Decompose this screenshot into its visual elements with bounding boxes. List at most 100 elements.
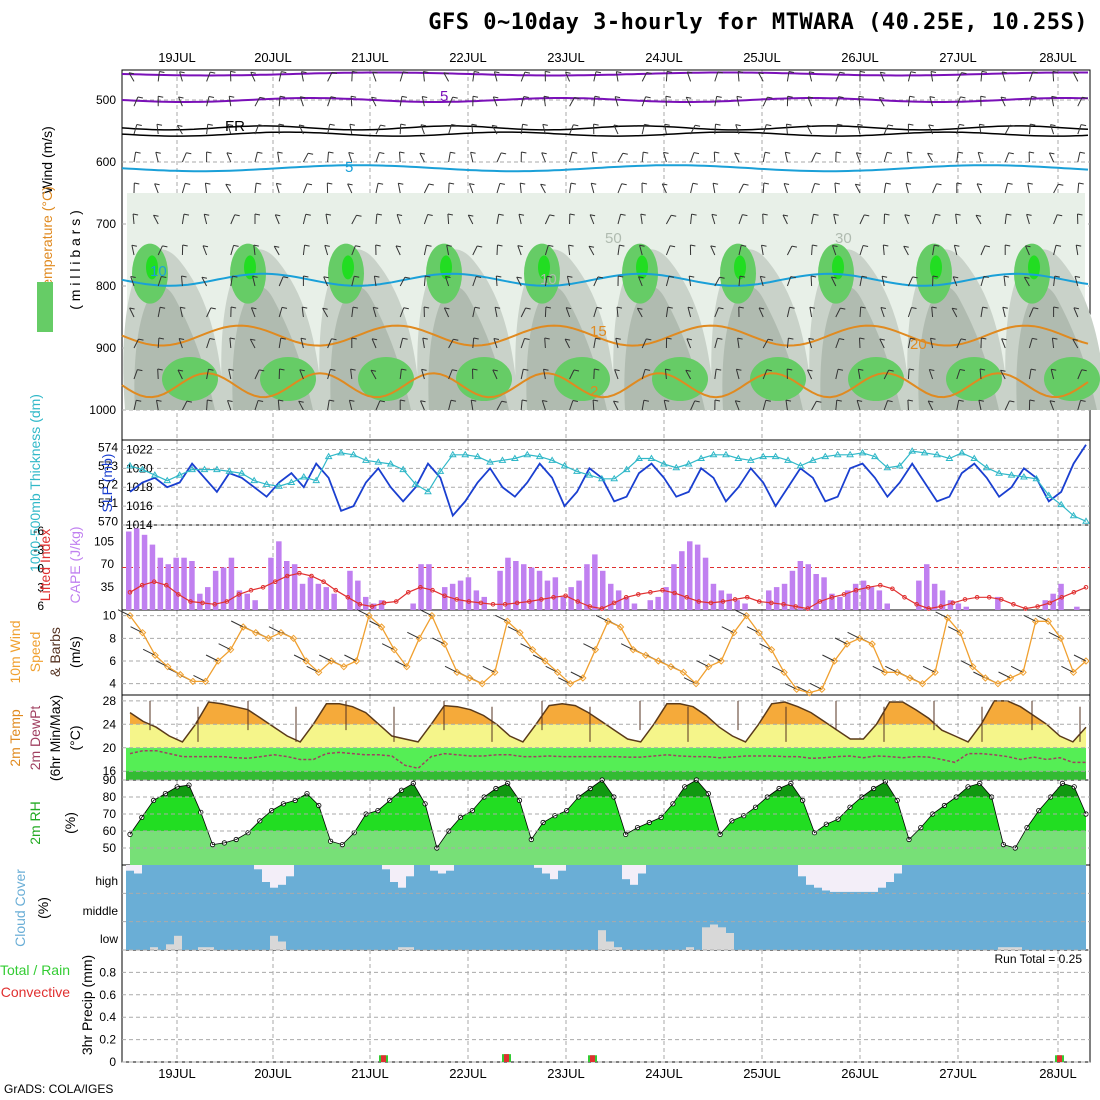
cloud-high-gap: [846, 865, 854, 892]
wind-barb-10m: [193, 674, 206, 682]
wind-barb-10m: [1048, 631, 1062, 639]
temp-tick-label: 24: [103, 717, 117, 731]
rh2m-line: [129, 779, 1087, 849]
cloud-low-gap: [206, 947, 214, 950]
li-point: [127, 590, 133, 595]
cape-bar: [378, 600, 385, 610]
rh-tick-label: 50: [103, 841, 117, 855]
cape-bar: [528, 567, 535, 610]
thickness-point: [957, 448, 966, 456]
cape-tick-label: 105: [94, 534, 114, 548]
cape-bar: [797, 561, 804, 610]
date-label-bottom: 20JUL: [254, 1066, 292, 1081]
wind-barb-10m: [922, 665, 936, 673]
rh-fill-bright: [342, 255, 354, 280]
cape-bar: [291, 564, 298, 610]
cape-bar: [687, 541, 693, 610]
dewpoint-line: [129, 749, 1086, 770]
wind-barb-10m: [293, 654, 307, 662]
cape-bar: [212, 570, 219, 610]
ylabel-wind10m: 10m Wind: [7, 620, 23, 683]
thickness-point: [908, 447, 917, 454]
ylabel-barbs: & Barbs: [47, 627, 63, 677]
cape-bar: [457, 580, 464, 610]
li-tick-label: 0: [37, 562, 44, 576]
wind-barb-10m: [834, 637, 848, 645]
wind-barb-10m: [1023, 614, 1036, 622]
cloud-low-gap: [270, 935, 278, 950]
cape-bar: [576, 580, 582, 610]
cloud-high-gap: [798, 865, 806, 877]
date-label-bottom: 19JUL: [158, 1066, 196, 1081]
cape-bar: [742, 603, 748, 610]
wind-barb-10m: [230, 620, 244, 628]
cape-bar: [829, 593, 835, 610]
li-tick-label: -3: [33, 543, 44, 557]
cape-bar: [694, 544, 701, 610]
contour-5: [121, 164, 1089, 173]
wind-barb-10m: [419, 609, 433, 617]
cape-bar: [710, 583, 717, 610]
wind-barb-10m: [583, 643, 596, 651]
cloud-high-gap: [830, 865, 838, 892]
li-point: [406, 590, 411, 595]
wind-barb-10m: [721, 626, 735, 634]
date-label-top: 27JUL: [939, 50, 977, 65]
cape-bar: [1074, 606, 1080, 610]
cloud-high-gap: [838, 865, 846, 892]
rh-fill-green: [946, 357, 1002, 401]
cape-bar: [734, 600, 740, 610]
date-label-bottom: 21JUL: [351, 1066, 389, 1081]
date-label-bottom: 26JUL: [841, 1066, 879, 1081]
cape-bar: [592, 554, 598, 610]
wind-barb-10m: [1036, 614, 1049, 622]
cape-bar: [181, 557, 187, 610]
rh-fill-green: [554, 357, 610, 401]
cape-bar: [916, 580, 922, 610]
precip-tick-label: 0.4: [99, 1010, 116, 1024]
precip-conv-bar: [1057, 1055, 1062, 1062]
rh-tick-label: 90: [103, 773, 117, 787]
wind-tick-label: 10: [103, 609, 117, 623]
date-label-top: 28JUL: [1039, 50, 1077, 65]
wind-barb-10m: [771, 665, 785, 673]
cape-bar: [924, 564, 930, 610]
cape-tick-label: 35: [101, 580, 115, 594]
rh-tick-label: 60: [103, 824, 117, 838]
cape-bar: [947, 600, 954, 610]
li-line: [129, 572, 1087, 610]
wind-barb-10m: [520, 643, 533, 651]
cloud-high-gap: [638, 865, 646, 874]
cape-bar: [868, 587, 875, 610]
li-point: [333, 587, 339, 593]
thickness-point: [1069, 511, 1078, 519]
cloud-high-gap: [278, 865, 286, 885]
li-tick-label: 3: [37, 580, 44, 594]
cape-bar: [126, 531, 132, 610]
cape-tick-label: 70: [101, 557, 115, 571]
cloud-high-gap: [262, 865, 270, 882]
cloud-low-gap: [598, 930, 606, 950]
ylabel-wind: Wind (m/s): [39, 126, 55, 194]
contour-label: FR: [225, 118, 245, 135]
contour-10: [121, 272, 1089, 287]
li-point: [1071, 590, 1077, 595]
pressure-tick-label: 1000: [89, 403, 116, 417]
cape-bar: [189, 561, 195, 610]
cape-bar: [284, 561, 290, 610]
cloud-high-gap: [854, 865, 862, 892]
li-point: [345, 595, 351, 600]
cape-bar: [860, 580, 867, 610]
cloud-low-gap: [166, 944, 174, 950]
cape-bar: [876, 590, 883, 610]
cape-bar: [536, 570, 543, 610]
precip-conv-bar: [590, 1055, 595, 1062]
ylabel-minmax: (6hr Min/Max): [47, 695, 63, 781]
cloud-high-gap: [382, 865, 390, 870]
cloud-low-gap: [710, 924, 718, 950]
thickness-tick-label: 572: [98, 477, 118, 491]
thickness-tick-label: 570: [98, 514, 118, 528]
ylabel-li: Lifted Index: [37, 529, 53, 601]
cape-bar: [584, 564, 590, 610]
